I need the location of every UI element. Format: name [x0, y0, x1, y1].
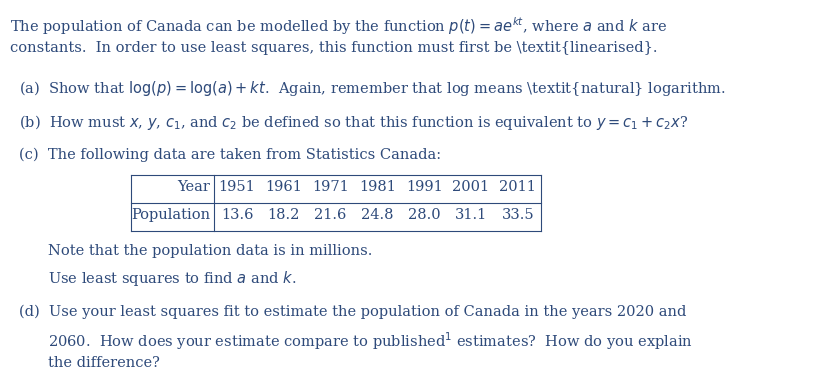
Text: Use least squares to find $a$ and $k$.: Use least squares to find $a$ and $k$.	[48, 269, 296, 288]
Text: Note that the population data is in millions.: Note that the population data is in mill…	[48, 244, 373, 258]
Text: 13.6: 13.6	[221, 208, 253, 222]
Text: (a)  Show that $\log(p) = \log(a) + kt$.  Again, remember that log means \textit: (a) Show that $\log(p) = \log(a) + kt$. …	[20, 79, 726, 98]
Text: 33.5: 33.5	[501, 208, 534, 222]
Text: 1951: 1951	[219, 179, 256, 194]
Text: 1991: 1991	[406, 179, 443, 194]
Text: (d)  Use your least squares fit to estimate the population of Canada in the year: (d) Use your least squares fit to estima…	[20, 305, 687, 319]
Text: 24.8: 24.8	[361, 208, 394, 222]
Text: 21.6: 21.6	[314, 208, 347, 222]
Text: 28.0: 28.0	[408, 208, 440, 222]
Text: Year: Year	[177, 179, 210, 194]
Text: 1961: 1961	[265, 179, 302, 194]
Text: 2011: 2011	[499, 179, 536, 194]
Text: 2060.  How does your estimate compare to published$^1$ estimates?  How do you ex: 2060. How does your estimate compare to …	[48, 330, 693, 352]
Text: Population: Population	[131, 208, 210, 222]
Text: (c)  The following data are taken from Statistics Canada:: (c) The following data are taken from St…	[20, 147, 441, 162]
Text: 31.1: 31.1	[455, 208, 487, 222]
Text: 1981: 1981	[359, 179, 396, 194]
Text: 18.2: 18.2	[268, 208, 300, 222]
Text: constants.  In order to use least squares, this function must first be \textit{l: constants. In order to use least squares…	[10, 41, 658, 55]
Text: 1971: 1971	[313, 179, 349, 194]
Text: the difference?: the difference?	[48, 356, 160, 370]
Text: (b)  How must $x$, $y$, $c_1$, and $c_2$ be defined so that this function is equ: (b) How must $x$, $y$, $c_1$, and $c_2$ …	[20, 113, 689, 132]
Text: 2001: 2001	[453, 179, 489, 194]
Text: The population of Canada can be modelled by the function $p(t) = ae^{kt}$, where: The population of Canada can be modelled…	[10, 15, 667, 37]
